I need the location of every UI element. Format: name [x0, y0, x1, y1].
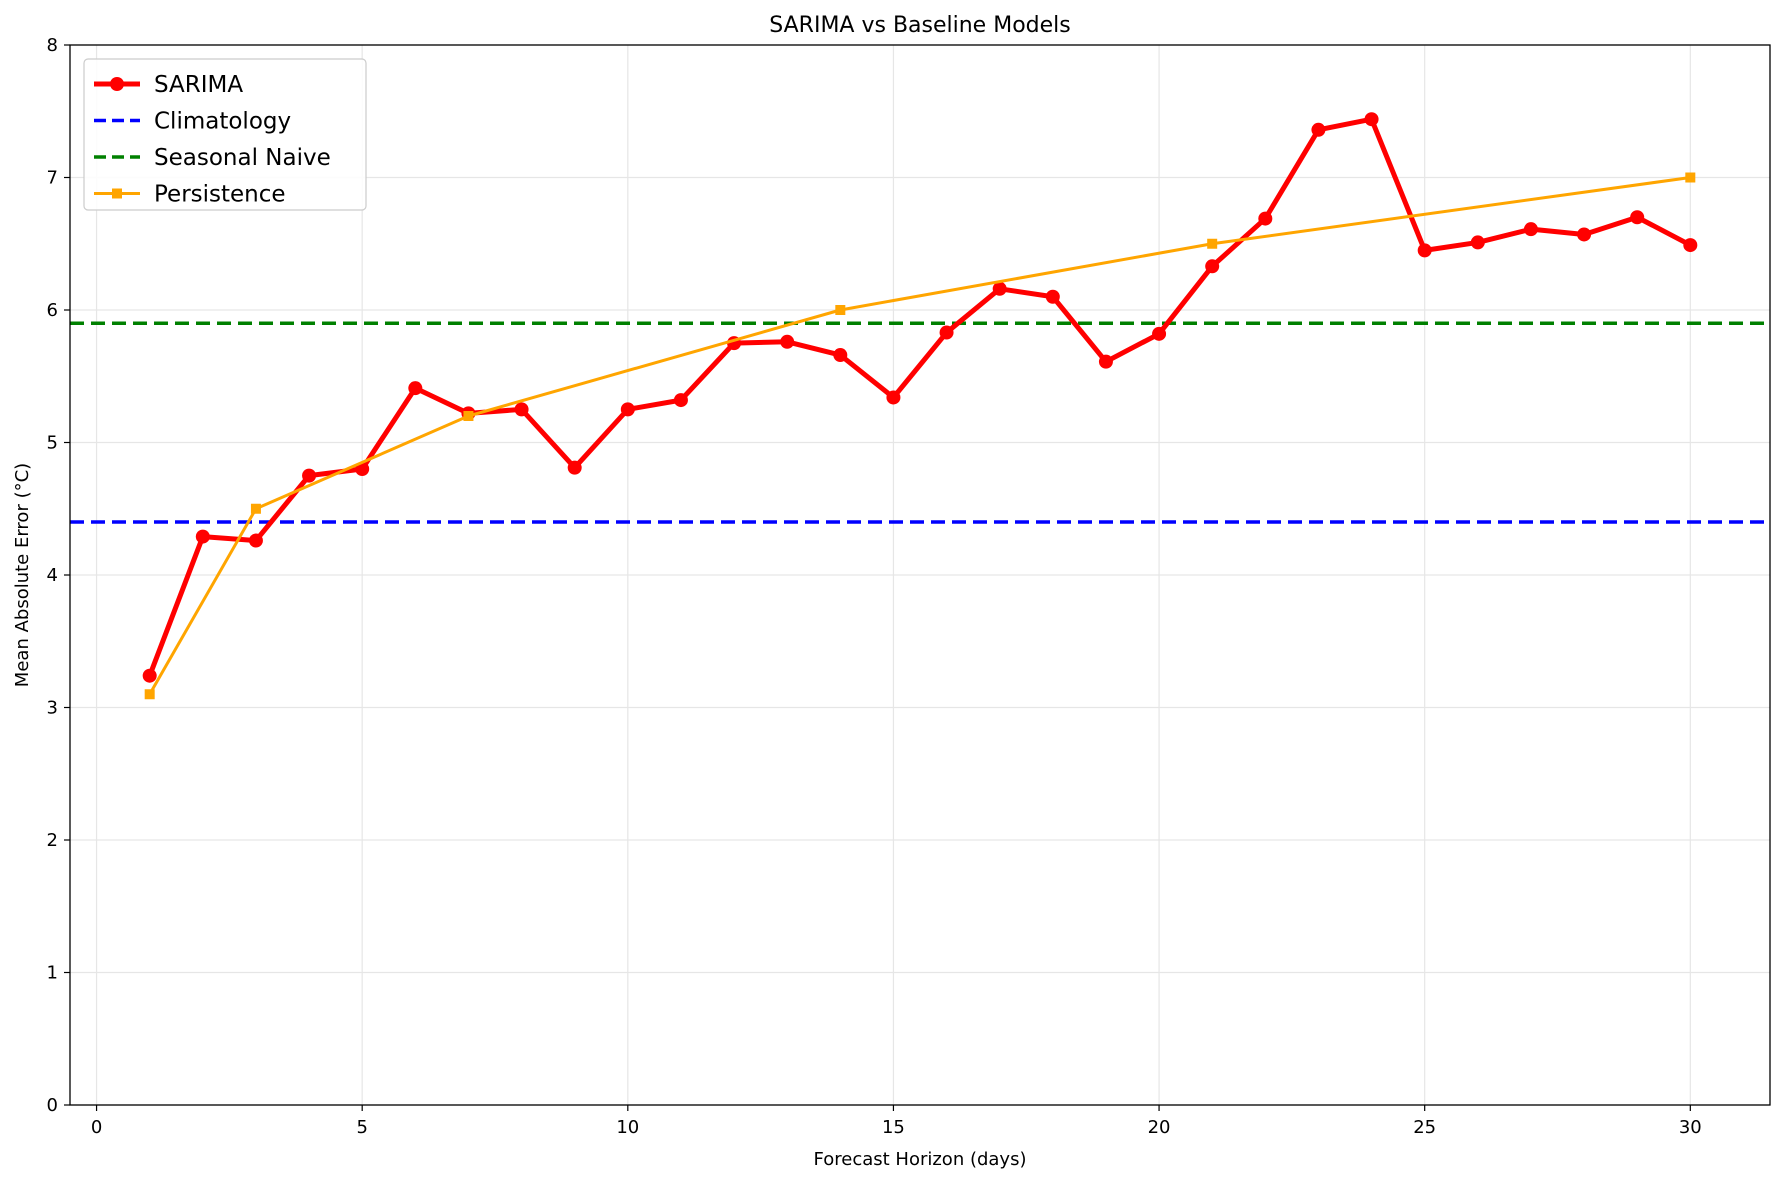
sarima-point — [302, 468, 317, 483]
sarima-point — [1364, 112, 1379, 127]
persistence-point — [463, 411, 474, 421]
legend-label-climatology: Climatology — [154, 109, 291, 135]
legend-label-persistence: Persistence — [154, 182, 286, 208]
sarima-point — [1045, 289, 1060, 304]
persistence-point — [1207, 238, 1218, 249]
legend-label-sarima: SARIMA — [154, 72, 243, 98]
sarima-point — [1417, 243, 1432, 258]
sarima-point — [408, 381, 423, 396]
sarima-point — [1205, 259, 1220, 274]
sarima-point — [142, 668, 157, 683]
sarima-point — [1311, 122, 1326, 137]
y-tick-label: 3 — [47, 698, 58, 719]
sarima-point — [1258, 211, 1273, 226]
persistence-point — [250, 503, 261, 514]
sarima-point — [1470, 235, 1485, 250]
sarima-point — [992, 281, 1007, 296]
y-tick-label: 4 — [47, 565, 58, 586]
y-tick-label: 0 — [47, 1095, 58, 1116]
y-axis-label: Mean Absolute Error (°C) — [12, 463, 33, 687]
y-tick-label: 5 — [47, 433, 58, 454]
sarima-point — [673, 393, 688, 408]
sarima-point — [833, 348, 848, 363]
legend-marker-sarima — [110, 77, 124, 91]
y-tick-label: 6 — [47, 300, 58, 321]
sarima-point — [886, 390, 901, 405]
sarima-point — [1630, 210, 1645, 225]
legend-marker-persistence — [112, 188, 122, 199]
legend-box — [83, 58, 367, 211]
x-axis-label: Forecast Horizon (days) — [814, 1149, 1027, 1170]
sarima-line — [147, 116, 1692, 677]
sarima-point — [1577, 227, 1592, 242]
sarima-point — [780, 334, 795, 349]
x-tick-label: 0 — [91, 1117, 102, 1138]
sarima-point — [248, 533, 263, 548]
sarima-point — [567, 460, 582, 475]
sarima-point — [1523, 222, 1538, 237]
x-tick-label: 25 — [1413, 1117, 1436, 1138]
sarima-point — [1152, 326, 1167, 341]
x-tick-label: 30 — [1679, 1117, 1702, 1138]
x-tick-label: 10 — [616, 1117, 639, 1138]
y-tick-label: 1 — [47, 963, 58, 984]
sarima-point — [1683, 238, 1698, 253]
sarima-point — [1098, 354, 1113, 369]
x-tick-label: 20 — [1148, 1117, 1171, 1138]
y-tick-label: 7 — [47, 168, 58, 189]
persistence-point — [835, 305, 846, 315]
persistence-point — [1685, 172, 1696, 183]
persistence-point — [144, 689, 155, 700]
x-tick-label: 15 — [882, 1117, 905, 1138]
persistence-line — [148, 176, 1691, 695]
plot-series — [70, 112, 1770, 700]
sarima-point — [939, 325, 954, 340]
chart-title: SARIMA vs Baseline Models — [769, 13, 1070, 38]
y-tick-label: 2 — [47, 830, 58, 851]
sarima-point — [514, 402, 529, 417]
y-tick-label: 8 — [47, 35, 58, 56]
axis-ticks: 0 5 10 15 20 25 30 0 1 2 3 4 5 6 7 8 — [47, 35, 1702, 1138]
grid-lines — [70, 44, 1770, 1106]
sarima-point — [620, 402, 635, 417]
sarima-point — [195, 529, 210, 544]
legend: SARIMA Climatology Seasonal Naive Persisten… — [83, 58, 367, 211]
x-tick-label: 5 — [356, 1117, 367, 1138]
legend-label-seasonal-naive: Seasonal Naive — [154, 145, 331, 171]
